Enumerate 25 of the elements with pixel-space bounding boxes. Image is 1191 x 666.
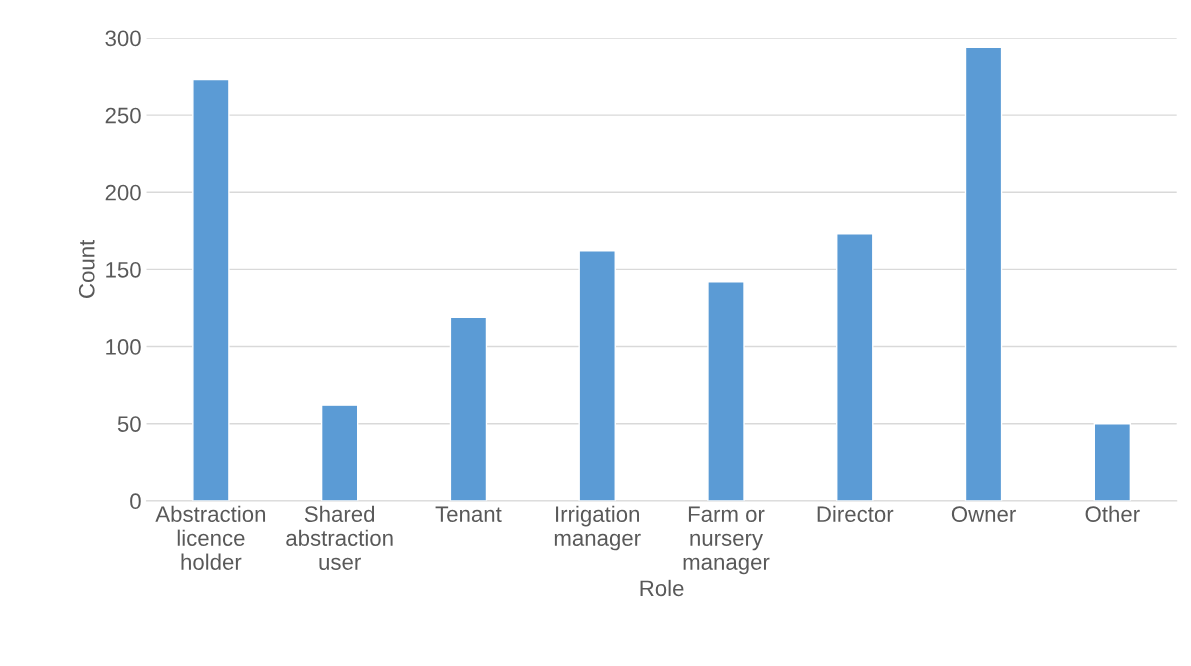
x-tick-label: Director [817,505,894,523]
x-tick-label: Farm or nursery manager [683,506,770,575]
x-tick-label: Owner [951,506,1016,523]
bar [836,233,874,501]
y-tick-label: 50 [117,416,141,432]
bar [707,281,745,501]
bar [192,78,230,501]
bar [1093,422,1132,501]
bar [449,316,488,501]
y-tick-label: 250 [105,107,141,124]
y-tick-label: 0 [130,493,141,510]
bar [320,404,359,501]
bar [578,250,616,501]
x-tick-label: Tenant [435,506,502,523]
y-tick-label: 200 [105,184,141,201]
y-tick-label: 300 [105,30,141,47]
x-tick-label: Shared abstraction user [286,505,393,570]
x-tick-label: Abstraction licence holder [155,505,266,570]
y-axis-title: Count [78,239,95,298]
y-tick-label: 100 [106,339,141,355]
x-axis-title: Role [640,579,684,597]
x-tick-label: Irrigation manager [554,505,641,551]
y-tick-label: 150 [106,261,141,278]
bar [964,46,1003,501]
x-tick-label: Other [1085,505,1140,523]
